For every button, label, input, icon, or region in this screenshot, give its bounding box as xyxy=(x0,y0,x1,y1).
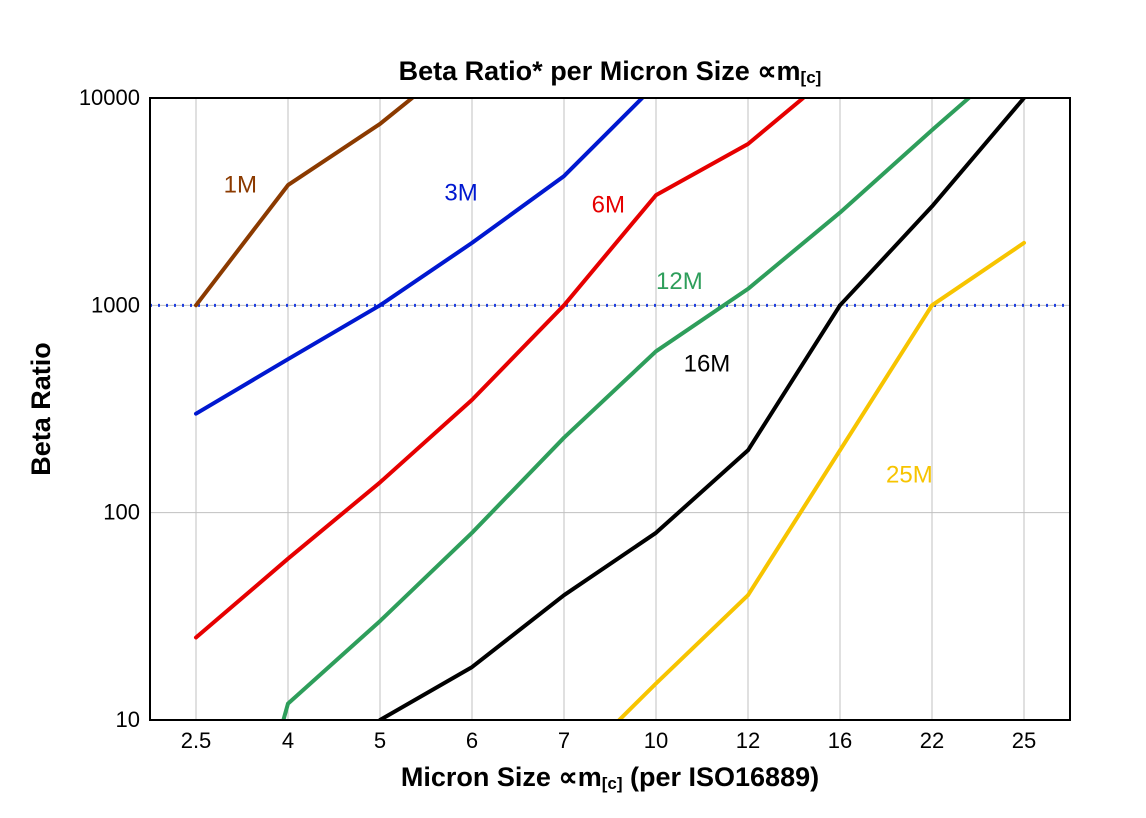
series-label-12M: 12M xyxy=(656,268,703,295)
chart-container: 2.5 4 5 6 7 10 12 16 22 25 10 100 1000 10000 1M 3M 6M 12M… xyxy=(0,0,1146,818)
x-tick-label: 7 xyxy=(558,728,570,753)
series-label-6M: 6M xyxy=(592,192,625,219)
chart-title: Beta Ratio* per Micron Size ∝m[c] xyxy=(399,56,822,87)
y-tick-label: 1000 xyxy=(91,292,140,317)
x-tick-label: 10 xyxy=(644,728,668,753)
series-label-3M: 3M xyxy=(444,180,477,207)
x-tick-label: 2.5 xyxy=(181,728,212,753)
x-tick-label: 25 xyxy=(1012,728,1036,753)
series-label-25M: 25M xyxy=(886,461,933,488)
y-tick-label: 10 xyxy=(116,707,140,732)
beta-ratio-chart: 2.5 4 5 6 7 10 12 16 22 25 10 100 1000 10000 1M 3M 6M 12M… xyxy=(0,0,1146,818)
x-tick-label: 4 xyxy=(282,728,294,753)
x-tick-label: 5 xyxy=(374,728,386,753)
x-tick-label: 16 xyxy=(828,728,852,753)
x-tick-label: 22 xyxy=(920,728,944,753)
x-tick-label: 6 xyxy=(466,728,478,753)
y-axis-label: Beta Ratio xyxy=(26,342,56,476)
x-tick-label: 12 xyxy=(736,728,760,753)
y-tick-label: 10000 xyxy=(79,85,140,110)
series-label-16M: 16M xyxy=(684,350,731,377)
y-tick-label: 100 xyxy=(103,500,140,525)
series-label-1M: 1M xyxy=(224,172,257,199)
